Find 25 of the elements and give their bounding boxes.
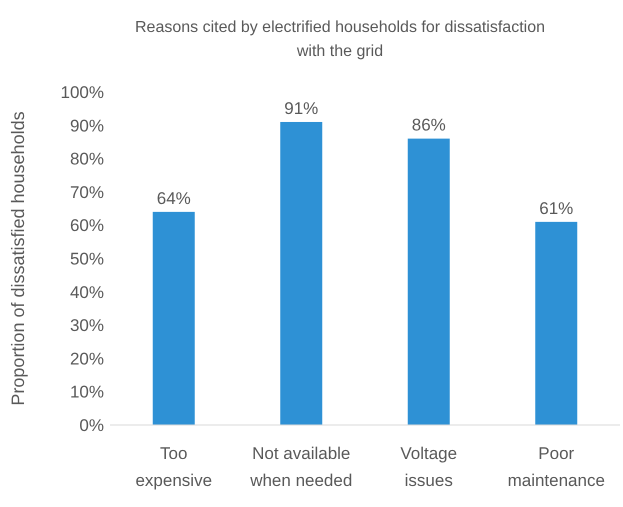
data-label: 61% <box>539 198 574 218</box>
y-tick-label: 70% <box>70 182 104 202</box>
bar <box>535 222 578 425</box>
data-label: 86% <box>412 116 446 135</box>
y-tick-label: 50% <box>70 250 104 268</box>
y-tick-label: 10% <box>70 382 104 402</box>
y-tick-label: 40% <box>70 282 104 302</box>
data-label: 64% <box>156 188 191 208</box>
x-tick-label: Too expensive <box>135 444 212 490</box>
chart-title: Reasons cited by electrified households for dissatisfaction with the grid <box>135 19 545 60</box>
bar <box>408 138 450 425</box>
y-axis-title: Proportion of dissatisfied households <box>8 111 28 406</box>
y-tick-label: 30% <box>70 316 104 336</box>
y-tick-label: 90% <box>70 116 104 136</box>
x-tick-label: Poor maintenance <box>508 444 605 490</box>
x-tick-label: Voltage issues <box>400 444 458 490</box>
y-tick-label: 100% <box>60 83 104 102</box>
y-tick-label: 20% <box>70 349 104 368</box>
bar <box>152 212 195 425</box>
y-tick-label: 60% <box>70 216 104 236</box>
bar <box>280 122 322 425</box>
y-tick-label: 80% <box>70 150 104 169</box>
data-label: 91% <box>284 98 318 118</box>
x-tick-label: Not available when needed <box>249 444 352 490</box>
y-tick-label: 0% <box>79 416 104 435</box>
